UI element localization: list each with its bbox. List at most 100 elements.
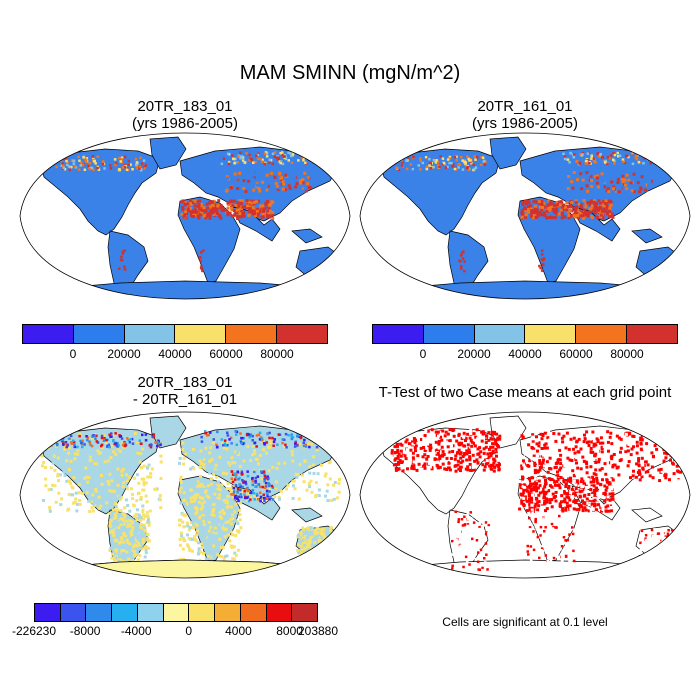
diff-cell <box>236 548 240 552</box>
extreme-cell <box>237 495 240 499</box>
significant-cell <box>466 524 470 528</box>
diff-cell <box>97 443 101 447</box>
significant-cell <box>493 431 496 435</box>
desert-cell <box>232 199 235 203</box>
significant-cell <box>482 451 486 455</box>
significant-cell <box>520 508 524 512</box>
extreme-cell <box>319 437 323 440</box>
arctic-cell <box>65 159 68 163</box>
significant-cell <box>463 515 466 518</box>
desert-cell <box>218 214 222 218</box>
arctic-cell <box>70 165 73 169</box>
diff-cell <box>305 545 309 549</box>
diff-cell <box>317 555 321 559</box>
diff-cell <box>244 453 248 457</box>
significant-cell <box>583 433 586 437</box>
significant-cell <box>528 477 532 481</box>
diff-cell <box>323 548 327 552</box>
diff-cell <box>77 482 81 486</box>
diff-cell <box>308 551 312 555</box>
significant-cell <box>580 477 584 481</box>
extreme-cell <box>51 438 54 442</box>
significant-cell <box>562 434 566 438</box>
diff-cell <box>141 504 145 508</box>
arctic-cell <box>281 151 284 154</box>
diff-cell <box>255 458 259 461</box>
extreme-cell <box>273 438 276 441</box>
significant-cell <box>527 464 531 468</box>
significant-cell <box>572 549 575 553</box>
desert-cell <box>526 199 530 203</box>
significant-cell <box>641 535 645 538</box>
extreme-cell <box>108 445 111 449</box>
significant-cell <box>610 487 614 491</box>
significant-cell <box>535 470 539 474</box>
significant-cell <box>563 500 567 504</box>
significant-cell <box>635 440 639 444</box>
diff-cell <box>110 489 114 493</box>
diff-cell <box>340 550 344 554</box>
significant-cell <box>571 544 575 548</box>
significant-cell <box>567 485 571 488</box>
desert-cell <box>574 201 578 205</box>
significant-cell <box>613 463 617 467</box>
diff-cell <box>286 445 290 448</box>
diff-cell <box>90 500 94 504</box>
colorbar-top-swatch <box>225 325 277 343</box>
significant-cell <box>528 508 532 512</box>
significant-cell <box>538 556 541 560</box>
diff-cell <box>340 534 344 537</box>
asia-cell <box>292 175 296 179</box>
significant-cell <box>599 483 603 487</box>
significant-cell <box>410 466 414 470</box>
diff-cell <box>318 557 322 560</box>
significant-cell <box>522 496 526 500</box>
diff-cell <box>198 466 202 469</box>
significant-cell <box>535 440 539 444</box>
significant-cell <box>640 475 644 479</box>
diff-cell <box>229 530 233 534</box>
diff-cell <box>306 553 309 557</box>
significant-cell <box>563 492 567 496</box>
significant-cell <box>528 479 532 483</box>
arctic-cell <box>279 161 282 165</box>
diff-cell <box>131 545 135 549</box>
arctic-cell <box>618 154 622 157</box>
significant-cell <box>573 493 577 497</box>
extreme-cell <box>314 430 318 433</box>
significant-cell <box>491 464 495 467</box>
significant-cell <box>639 541 642 545</box>
significant-cell <box>674 442 677 446</box>
significant-cell <box>552 432 556 435</box>
arctic-cell <box>446 165 449 169</box>
significant-cell <box>592 472 596 476</box>
significant-cell <box>574 487 578 491</box>
extreme-cell <box>257 483 260 486</box>
diff-cell <box>71 486 75 490</box>
significant-cell <box>467 531 470 534</box>
significant-cell <box>647 532 650 535</box>
diff-cell <box>146 465 150 468</box>
desert-cell <box>180 212 184 216</box>
diff-cell <box>62 470 66 474</box>
colorbar-top-swatch <box>422 325 474 343</box>
edge-cell <box>121 250 125 253</box>
diff-cell <box>343 538 347 542</box>
diff-cell <box>302 540 306 544</box>
significant-cell <box>593 454 597 458</box>
significant-cell <box>536 535 540 539</box>
significant-cell <box>586 481 590 485</box>
diff-cell <box>232 545 236 549</box>
extreme-cell <box>207 433 210 437</box>
arctic-cell <box>138 167 141 170</box>
significant-cell <box>646 470 650 474</box>
desert-cell <box>560 205 564 209</box>
significant-cell <box>458 533 461 536</box>
significant-cell <box>674 547 678 550</box>
desert-cell <box>183 210 187 214</box>
significant-cell <box>607 509 611 513</box>
globe-outline <box>19 132 351 300</box>
significant-cell <box>592 444 596 448</box>
significant-cell <box>597 474 601 478</box>
significant-cell <box>637 459 641 463</box>
